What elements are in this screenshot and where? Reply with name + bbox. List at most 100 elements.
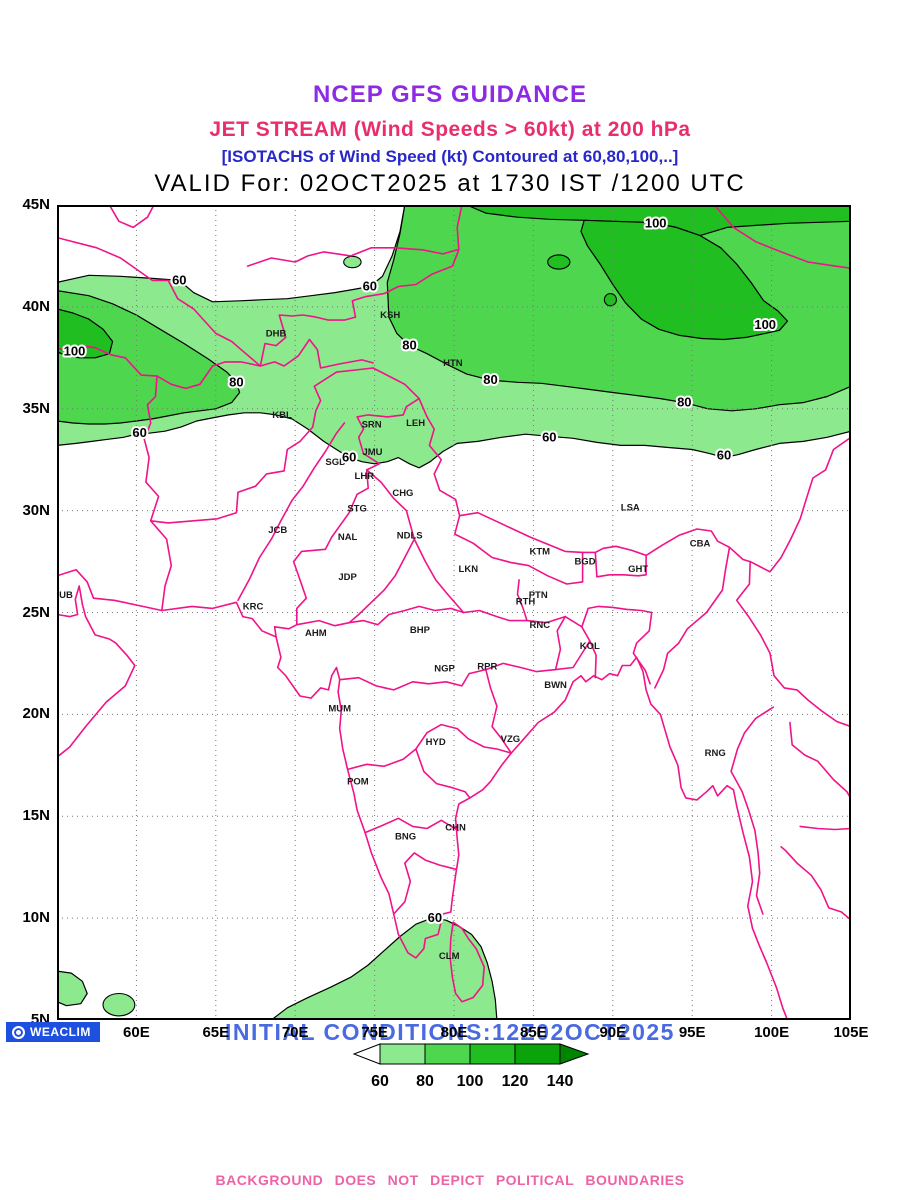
lat-tick-label: 40N xyxy=(22,297,50,315)
contour-label: 80 xyxy=(402,338,416,353)
lat-tick-label: 35N xyxy=(22,399,50,417)
city-label-DHB: DHB xyxy=(266,328,287,339)
city-label-VZG: VZG xyxy=(501,734,521,745)
lat-tick-label: 45N xyxy=(22,196,50,213)
city-label-RNG: RNG xyxy=(705,748,726,759)
initial-conditions: INITIAL CONDITIONS:12Z02OCT2025 xyxy=(225,1019,675,1045)
lon-tick-label: 60E xyxy=(123,1024,150,1041)
colorbar-label: 80 xyxy=(416,1073,434,1090)
lat-tick-label: 25N xyxy=(22,603,50,621)
lon-tick-label: 75E xyxy=(361,1024,388,1041)
colorbar-label: 140 xyxy=(547,1073,574,1090)
contour-label: 100 xyxy=(645,215,667,230)
city-label-SRN: SRN xyxy=(362,420,382,431)
weaclim-logo: WEACLIM xyxy=(6,1022,100,1042)
lat-tick-label: 20N xyxy=(22,705,50,723)
contour-label: 80 xyxy=(677,395,691,410)
contour-label: 60 xyxy=(542,429,556,444)
city-label-BWN: BWN xyxy=(544,680,567,691)
city-label-GHT: GHT xyxy=(628,564,648,575)
city-label-SGD: SGD xyxy=(325,457,346,468)
city-labels: DHB KSH HTN KBL SRN LEH JMU SGD LHR CHG STG NDLS NAL… xyxy=(52,310,726,962)
colorbar-arrow-high xyxy=(559,1043,590,1065)
city-label-CHN: CHN xyxy=(445,823,466,834)
city-label-RPR: RPR xyxy=(477,662,497,673)
city-label-PTN: PTN xyxy=(529,590,548,601)
lon-tick-label: 80E xyxy=(440,1024,468,1041)
city-label-KBL: KBL xyxy=(272,410,292,421)
contour-label: 60 xyxy=(172,272,186,287)
city-label-MUM: MUM xyxy=(328,703,351,714)
political-boundaries xyxy=(56,204,852,1021)
city-label-KTM: KTM xyxy=(530,546,551,557)
city-label-KRC: KRC xyxy=(243,601,264,612)
lon-tick-label: 65E xyxy=(202,1024,230,1041)
contour-label: 60 xyxy=(342,450,356,465)
lat-tick-label: 30N xyxy=(22,501,50,519)
contour-label: 80 xyxy=(229,374,243,389)
colorbar-cell xyxy=(514,1043,561,1065)
weaclim-logo-icon xyxy=(12,1025,25,1039)
contour-label: 60 xyxy=(428,910,442,925)
lon-tick-label: 95E xyxy=(678,1024,706,1041)
city-label-JMU: JMU xyxy=(362,447,382,458)
map-area: DHB KSH HTN KBL SRN LEH JMU SGD LHR CHG STG NDLS NAL… xyxy=(52,204,852,1021)
city-label-KSH: KSH xyxy=(380,310,400,321)
city-label-HYD: HYD xyxy=(426,737,446,748)
map-canvas: DHB KSH HTN KBL SRN LEH JMU SGD LHR CHG STG NDLS NAL… xyxy=(52,204,852,1021)
contour-value-labels: 60 60 100 100 80 80 80 80 100 60 60 60 60 60 xyxy=(62,213,778,927)
lon-tick-label: 90E xyxy=(599,1024,627,1041)
product-subtitle: JET STREAM (Wind Speeds > 60kt) at 200 h… xyxy=(209,118,691,141)
city-label-JCB: JCB xyxy=(268,525,287,536)
contour-label: 100 xyxy=(754,317,776,332)
colorbar-cell xyxy=(424,1043,471,1065)
contour-label: 60 xyxy=(363,279,377,294)
contour-label: 100 xyxy=(64,344,86,359)
city-label-CHG: CHG xyxy=(392,488,413,499)
product-title: NCEP GFS GUIDANCE xyxy=(313,81,587,108)
city-label-AHM: AHM xyxy=(305,628,327,639)
city-label-LHR: LHR xyxy=(355,471,375,482)
contour-label: 60 xyxy=(132,425,146,440)
city-label-BNG: BNG xyxy=(395,832,416,843)
city-label-LSA: LSA xyxy=(621,503,640,514)
isotach-note: [ISOTACHS of Wind Speed (kt) Contoured a… xyxy=(221,147,679,166)
lon-tick-label: 105E xyxy=(833,1024,869,1041)
city-label-POM: POM xyxy=(347,777,369,788)
city-label-STG: STG xyxy=(347,504,367,515)
colorbar: 60 80 100 120 140 xyxy=(352,1043,590,1090)
city-label-RNC: RNC xyxy=(530,620,551,631)
city-label-NDLS: NDLS xyxy=(397,531,423,542)
city-label-NAL: NAL xyxy=(338,532,358,543)
colorbar-cell xyxy=(379,1043,426,1065)
city-label-LKN: LKN xyxy=(459,564,479,575)
city-label-BGD: BGD xyxy=(574,557,595,568)
weaclim-logo-text: WEACLIM xyxy=(30,1025,91,1039)
colorbar-arrow-low xyxy=(352,1043,381,1065)
city-label-NGP: NGP xyxy=(434,664,455,675)
map-frame xyxy=(57,205,851,1020)
city-label-HTN: HTN xyxy=(443,358,463,369)
city-label-LEH: LEH xyxy=(406,418,425,429)
lon-tick-label: 70E xyxy=(281,1024,309,1041)
city-label-DUB: DUB xyxy=(57,590,73,601)
lon-tick-label: 85E xyxy=(520,1024,547,1041)
city-label-CLM: CLM xyxy=(439,951,460,962)
valid-time: VALID For: 02OCT2025 at 1730 IST /1200 U… xyxy=(154,170,746,197)
grid xyxy=(57,205,851,1020)
colorbar-label: 60 xyxy=(371,1073,389,1090)
city-label-JDP: JDP xyxy=(338,572,357,583)
isotach-fills xyxy=(56,204,852,1021)
colorbar-cell xyxy=(469,1043,516,1065)
lon-tick-label: 100E xyxy=(754,1024,790,1041)
city-label-RTH: RTH xyxy=(516,596,536,607)
lat-tick-label: 10N xyxy=(22,909,50,927)
colorbar-label: 120 xyxy=(502,1073,529,1090)
city-label-CBA: CBA xyxy=(690,538,711,549)
lat-tick-label: 15N xyxy=(22,807,50,825)
city-label-BHP: BHP xyxy=(410,625,431,636)
contour-label: 60 xyxy=(717,448,731,463)
disclaimer: BACKGROUND DOES NOT DEPICT POLITICAL BOU… xyxy=(215,1172,685,1188)
city-label-KOL: KOL xyxy=(580,641,600,652)
contour-label: 80 xyxy=(483,372,497,387)
